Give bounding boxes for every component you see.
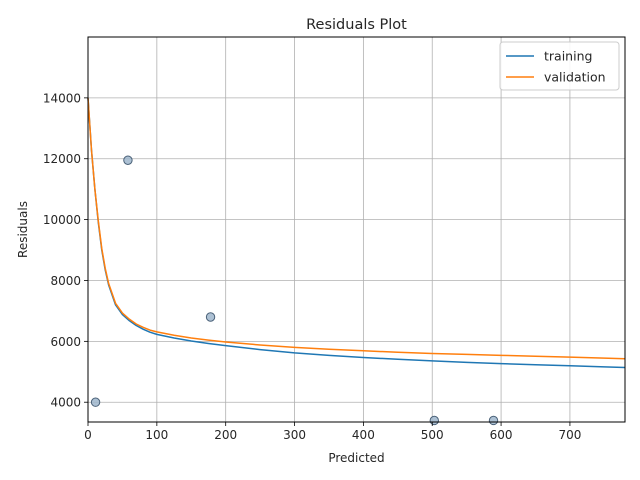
scatter-point [429, 415, 439, 426]
x-tick-label: 700 [558, 428, 581, 442]
legend: training validation [499, 41, 620, 91]
scatter-point [205, 312, 216, 322]
x-tick-label: 600 [490, 428, 513, 442]
x-tick-label: 400 [352, 428, 375, 442]
y-tick-label: 8000 [50, 274, 81, 288]
scatter-points [90, 155, 499, 426]
series-line-validation [87, 97, 626, 360]
x-tick-label: 0 [84, 428, 92, 442]
y-tick-label: 14000 [43, 91, 81, 105]
y-tick-label: 12000 [43, 152, 81, 166]
x-axis-ticks: 0 100 200 300 400 500 600 700 [84, 422, 581, 442]
plot-frame [87, 36, 626, 423]
grid [87, 37, 625, 422]
y-axis-ticks: 4000 6000 8000 10000 12000 14000 [43, 91, 88, 410]
scatter-point [488, 415, 499, 426]
scatter-point [123, 155, 133, 165]
x-tick-label: 200 [214, 428, 237, 442]
chart-title: Residuals Plot [306, 17, 407, 33]
y-axis-label: Residuals [16, 201, 30, 258]
legend-label-validation: validation [544, 70, 606, 85]
x-axis-label: Predicted [328, 451, 384, 465]
x-tick-label: 300 [283, 428, 306, 442]
x-tick-label: 100 [145, 428, 168, 442]
scatter-point [90, 397, 101, 407]
y-tick-label: 6000 [50, 335, 81, 349]
legend-label-training: training [544, 49, 592, 64]
legend-box [499, 41, 620, 91]
y-tick-label: 10000 [43, 213, 81, 227]
y-tick-label: 4000 [50, 396, 81, 410]
series-lines [87, 97, 626, 369]
x-tick-label: 500 [421, 428, 444, 442]
